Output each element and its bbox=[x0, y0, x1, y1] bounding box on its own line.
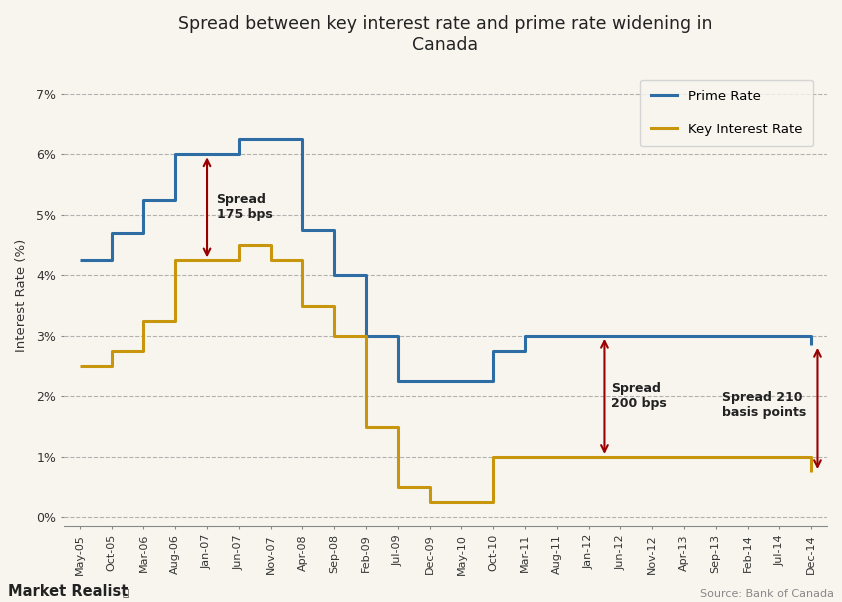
Text: Source: Bank of Canada: Source: Bank of Canada bbox=[700, 589, 834, 599]
Title: Spread between key interest rate and prime rate widening in
Canada: Spread between key interest rate and pri… bbox=[179, 15, 712, 54]
Legend: Prime Rate, Key Interest Rate: Prime Rate, Key Interest Rate bbox=[640, 79, 813, 146]
Text: Spread
175 bps: Spread 175 bps bbox=[216, 193, 272, 222]
Text: Market Realist: Market Realist bbox=[8, 584, 129, 599]
Text: Ⓡ: Ⓡ bbox=[122, 587, 128, 597]
Y-axis label: Interest Rate (%): Interest Rate (%) bbox=[15, 238, 28, 352]
Text: Spread 210
basis points: Spread 210 basis points bbox=[722, 391, 807, 420]
Text: Spread
200 bps: Spread 200 bps bbox=[610, 382, 667, 411]
